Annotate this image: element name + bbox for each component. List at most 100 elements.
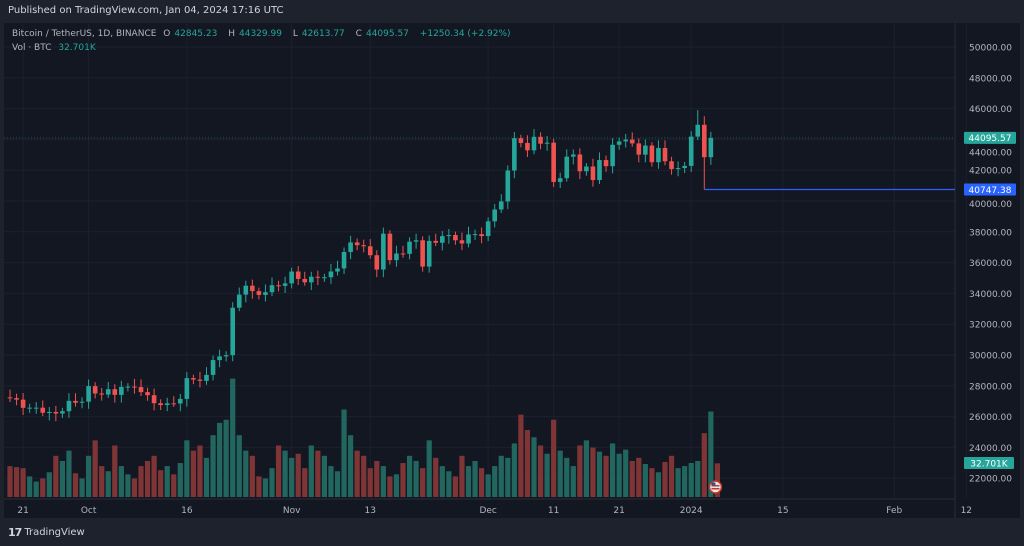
x-tick-label: 11: [548, 506, 559, 516]
chart-area[interactable]: 22000.00 24000.00 26000.00 28000.00 30000.00…: [4, 23, 1020, 518]
volume-bar: [79, 478, 85, 497]
y-tick-label: 36000.00: [969, 259, 1012, 269]
volume-bar: [341, 409, 347, 497]
x-tick-label: Oct: [81, 506, 97, 516]
candle-body: [47, 411, 52, 413]
volume-bar: [518, 414, 524, 497]
candle-body: [289, 271, 294, 284]
low-value: 42613.77: [301, 29, 345, 39]
candle-body: [479, 234, 484, 237]
volume-bar: [59, 460, 65, 497]
volume-bar: [577, 445, 583, 497]
volume-bar: [492, 466, 498, 497]
candle-body: [210, 360, 216, 375]
volume-bar: [531, 437, 537, 497]
high-label: H: [228, 29, 235, 39]
candle-body: [341, 251, 347, 269]
volume-bar: [315, 450, 321, 497]
volume-bar: [99, 466, 105, 497]
candle-body: [688, 136, 694, 166]
volume-bar: [564, 457, 570, 497]
volume-bar: [144, 460, 151, 497]
x-tick-label: Nov: [283, 506, 301, 516]
candle-body: [420, 240, 425, 267]
candle-body: [682, 165, 687, 169]
volume-bar: [33, 481, 39, 497]
x-tick-label: 15: [777, 506, 788, 516]
close-value: 44095.57: [365, 29, 409, 39]
candle-body: [629, 139, 635, 144]
candle-body: [263, 292, 268, 295]
candle-body: [361, 245, 366, 247]
volume-bar: [380, 466, 386, 497]
candle-body: [66, 400, 72, 412]
volume-bar: [131, 478, 138, 497]
candle-body: [525, 142, 530, 151]
volume-bar: [544, 453, 550, 497]
tradingview-logo-icon[interactable]: 17: [8, 526, 22, 539]
x-tick-label: 16: [181, 506, 193, 516]
footer-brand[interactable]: TradingView: [24, 527, 85, 538]
volume-title[interactable]: Vol · BTC: [12, 43, 52, 53]
y-tick-label: 50000.00: [969, 44, 1012, 54]
flag-stripe: [711, 485, 720, 487]
volume-bar: [426, 440, 432, 497]
y-tick-label: 42000.00: [969, 167, 1012, 177]
candle-body: [79, 401, 85, 403]
candle-body: [348, 242, 353, 252]
volume-bar: [112, 445, 118, 497]
y-tick-label: 26000.00: [969, 413, 1012, 423]
volume-bar: [374, 460, 380, 497]
candle-body: [256, 291, 262, 295]
volume-bar: [138, 466, 144, 497]
candle-body: [472, 234, 478, 236]
volume-bar: [505, 457, 511, 497]
candle-body: [322, 277, 327, 279]
volume-bar: [420, 468, 426, 497]
horizontal-line-badge: [964, 183, 1016, 196]
candlestick-chart[interactable]: 22000.00 24000.00 26000.00 28000.00 30000.00…: [4, 23, 1020, 518]
y-tick-label: 22000.00: [969, 475, 1012, 485]
volume-bar: [66, 450, 72, 497]
candle-body: [459, 240, 465, 244]
candle-body: [708, 137, 714, 158]
candle-body: [328, 271, 334, 278]
volume-bar: [302, 468, 308, 497]
candle-body: [669, 161, 674, 170]
candle-body: [498, 201, 504, 210]
volume-bar: [249, 455, 255, 497]
volume-bar: [446, 471, 452, 497]
candle-body: [295, 271, 301, 279]
volume-bar: [485, 474, 491, 497]
candle-body: [236, 294, 242, 308]
volume-bar: [46, 472, 52, 497]
volume-bar: [92, 440, 98, 497]
volume-bar: [688, 463, 694, 497]
candle-body: [73, 400, 78, 403]
candle-body: [14, 398, 19, 400]
candle-body: [7, 397, 13, 399]
volume-value: 32.701K: [58, 43, 96, 53]
volume-bar: [708, 411, 714, 497]
candle-body: [675, 168, 681, 170]
candle-body: [374, 255, 380, 270]
candle-body: [394, 253, 399, 261]
candle-body: [367, 246, 373, 256]
volume-bar: [524, 430, 531, 497]
volume-bar: [275, 445, 282, 497]
candle-body: [413, 240, 419, 242]
volume-bar: [223, 419, 229, 497]
candle-body: [381, 233, 386, 270]
close-label: C: [355, 29, 362, 39]
volume-bar: [695, 460, 701, 497]
symbol-title[interactable]: Bitcoin / TetherUS, 1D, BINANCE: [12, 29, 157, 39]
x-tick-label: 21: [17, 506, 28, 516]
flag-stripe: [711, 488, 720, 490]
volume-bar: [511, 443, 517, 497]
volume-bar: [40, 478, 46, 497]
x-tick-label: 12: [961, 506, 972, 516]
candle-body: [230, 307, 235, 356]
volume-bar: [20, 468, 26, 497]
volume-bar: [158, 470, 164, 497]
candle-body: [315, 276, 321, 278]
